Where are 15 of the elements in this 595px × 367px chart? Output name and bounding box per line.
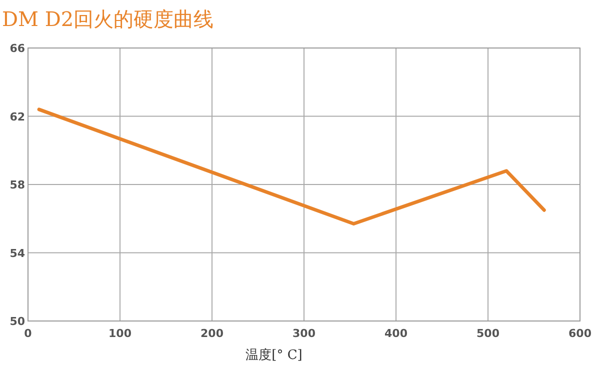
x-tick-label: 500	[476, 327, 500, 340]
y-tick-label: 66	[10, 42, 26, 55]
x-tick-label: 600	[568, 327, 592, 340]
y-tick-label: 58	[10, 178, 25, 192]
y-tick-label: 62	[10, 110, 25, 124]
x-tick-label: 200	[200, 327, 224, 340]
x-axis-title: 温度[° C]	[246, 347, 302, 363]
chart-title: DM D2回火的硬度曲线	[2, 7, 214, 31]
x-tick-label: 300	[292, 327, 316, 340]
x-tick-label: 0	[24, 327, 32, 340]
line-series	[37, 108, 546, 226]
y-tick-label: 54	[10, 246, 26, 260]
x-tick-label: 400	[384, 327, 408, 340]
y-tick-label: 50	[10, 315, 26, 328]
x-tick-label: 100	[108, 327, 132, 340]
